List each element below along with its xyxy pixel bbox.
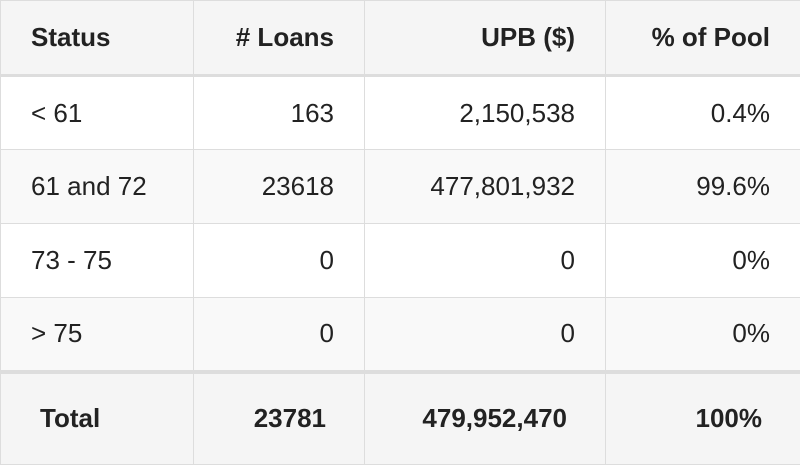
table-row: > 75 0 0 0% <box>0 297 800 372</box>
header-upb: UPB ($) <box>364 0 606 77</box>
cell-loans: 23618 <box>193 149 365 224</box>
cell-pool-percent: 99.6% <box>605 149 800 224</box>
cell-upb: 0 <box>364 297 606 372</box>
cell-loans: 0 <box>193 297 365 372</box>
cell-loans: 163 <box>193 75 365 150</box>
table-row: 73 - 75 0 0 0% <box>0 223 800 298</box>
cell-pool-percent: 0% <box>605 223 800 298</box>
cell-status: 73 - 75 <box>0 223 194 298</box>
cell-upb: 477,801,932 <box>364 149 606 224</box>
total-label: Total <box>0 369 194 465</box>
cell-upb: 2,150,538 <box>364 75 606 150</box>
header-loans: # Loans <box>193 0 365 77</box>
cell-pool-percent: 0% <box>605 297 800 372</box>
header-row: Status # Loans UPB ($) % of Pool <box>0 0 800 77</box>
table-row: < 61 163 2,150,538 0.4% <box>0 75 800 150</box>
cell-status: 61 and 72 <box>0 149 194 224</box>
cell-loans: 0 <box>193 223 365 298</box>
table-row: 61 and 72 23618 477,801,932 99.6% <box>0 149 800 224</box>
cell-upb: 0 <box>364 223 606 298</box>
header-pool-percent: % of Pool <box>605 0 800 77</box>
cell-status: > 75 <box>0 297 194 372</box>
header-status: Status <box>0 0 194 77</box>
total-upb: 479,952,470 <box>364 369 606 465</box>
total-row: Total 23781 479,952,470 100% <box>0 369 800 465</box>
cell-pool-percent: 0.4% <box>605 75 800 150</box>
total-pool-percent: 100% <box>605 369 800 465</box>
cell-status: < 61 <box>0 75 194 150</box>
total-loans: 23781 <box>193 369 365 465</box>
